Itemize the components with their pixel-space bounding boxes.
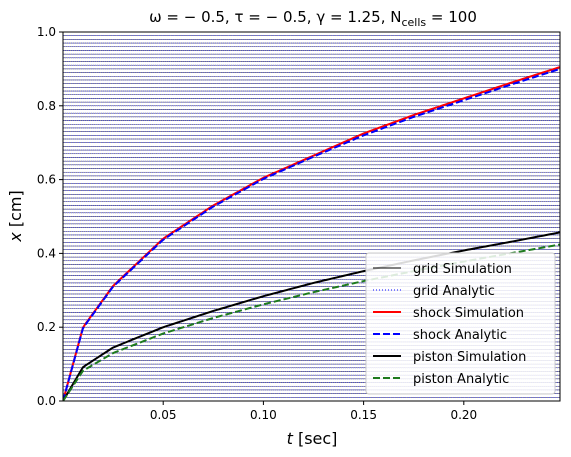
y-tick-label: 0.4 xyxy=(37,246,56,260)
series-shock-analytic xyxy=(63,67,560,401)
chart-title-subscript: cells xyxy=(401,16,426,29)
legend: grid Simulation grid Analytic shock Simula… xyxy=(365,252,556,395)
y-tick-label: 0.8 xyxy=(37,99,56,113)
legend-label: shock Simulation xyxy=(413,306,524,321)
series-piston-simulation xyxy=(63,231,560,401)
x-tick-label: 0.05 xyxy=(150,408,177,422)
legend-label: shock Analytic xyxy=(413,328,507,343)
x-axis-variable: t xyxy=(287,429,294,448)
y-axis-unit: [cm] xyxy=(6,190,25,232)
y-axis-title: x [cm] xyxy=(6,190,25,242)
legend-label: grid Simulation xyxy=(413,262,512,277)
y-axis-variable: x xyxy=(6,232,25,243)
x-tick-label: 0.10 xyxy=(250,408,277,422)
legend-box xyxy=(365,252,556,395)
x-tick-label: 0.20 xyxy=(450,408,477,422)
x-axis-ticks: 0.05 0.10 0.15 0.20 xyxy=(150,401,477,422)
y-axis-ticks: 0.0 0.2 0.4 0.6 0.8 1.0 xyxy=(37,25,63,408)
chart-title-suffix: = 100 xyxy=(426,8,477,26)
x-axis-unit: [sec] xyxy=(293,429,338,448)
chart-title: ω = − 0.5, τ = − 0.5, γ = 1.25, Ncells =… xyxy=(149,8,477,29)
legend-label: grid Analytic xyxy=(413,284,495,299)
series-piston-analytic xyxy=(63,243,560,401)
y-tick-label: 1.0 xyxy=(37,25,56,39)
y-tick-label: 0.2 xyxy=(37,320,56,334)
x-axis-title: t [sec] xyxy=(287,429,338,448)
y-tick-label: 0.6 xyxy=(37,173,56,187)
y-tick-label: 0.0 xyxy=(37,394,56,408)
legend-label: piston Analytic xyxy=(413,372,509,387)
x-tick-label: 0.15 xyxy=(350,408,377,422)
legend-label: piston Simulation xyxy=(413,350,526,365)
chart-title-main: ω = − 0.5, τ = − 0.5, γ = 1.25, N xyxy=(149,8,401,26)
plot-frame xyxy=(62,31,561,402)
